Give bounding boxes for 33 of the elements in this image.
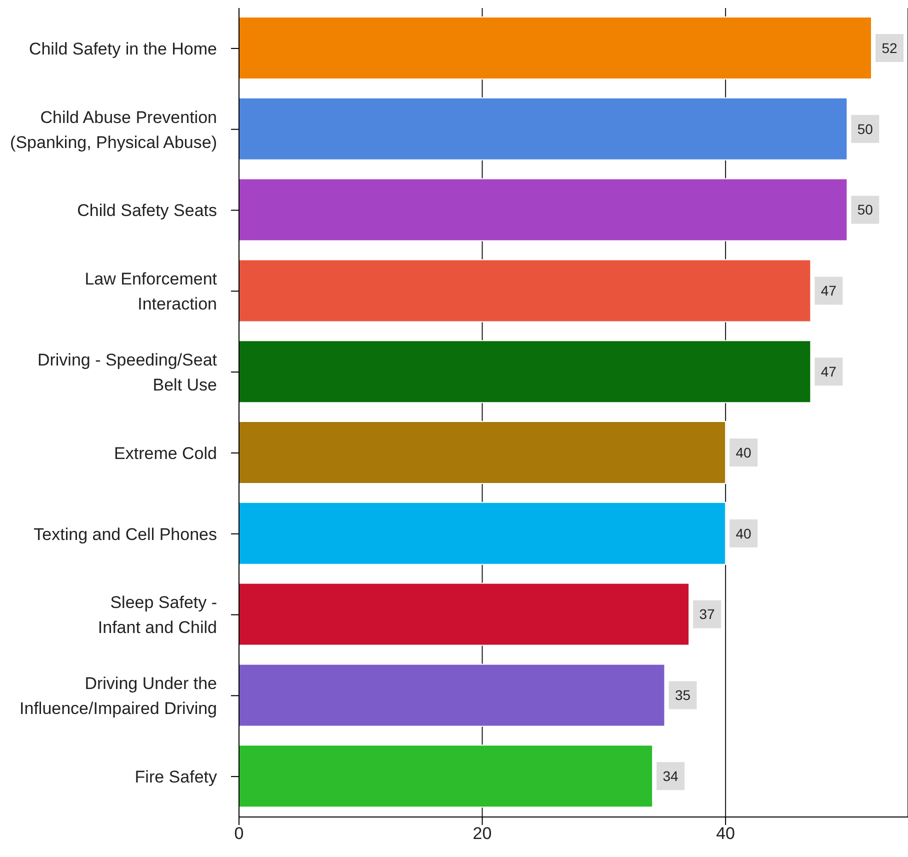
bar [239,421,726,484]
data-label: 47 [820,282,837,299]
bar [239,16,872,80]
y-tick-label: Fire Safety [134,768,218,786]
y-tick-label: Driving Under the Influence/Impaired Driving [20,674,217,718]
bar [239,582,690,646]
bar [239,502,726,565]
y-tick-label: Child Abuse Prevention (Spanking, Physical Abuse) [10,108,217,152]
y-tick-label: Law Enforcement Interaction [84,270,218,314]
y-tick-label: Child Safety in the Home [28,39,217,58]
data-label: 47 [820,364,837,380]
y-tick-label: Extreme Cold [114,444,217,463]
y-tick-label: Driving - Speeding/Seat Belt Use [37,350,218,394]
x-tick-label: 40 [716,824,736,844]
bar [239,178,848,242]
data-label: 40 [736,525,752,542]
y-tick-label: Sleep Safety - Infant and Child [98,593,217,638]
x-tick-label: 20 [472,824,492,844]
bar [239,259,812,322]
bar [239,664,666,727]
bar [239,744,654,808]
y-tick-label: Child Safety Seats [77,201,217,220]
data-label: 37 [699,606,716,622]
y-tick-label: Texting and Cell Phones [34,524,217,544]
data-label: 35 [674,687,691,704]
bar [239,340,812,404]
x-tick-label: 0 [234,824,244,844]
data-label: 40 [736,444,752,460]
bar [239,97,848,160]
data-label: 52 [882,40,898,56]
data-label: 34 [662,768,679,784]
data-label: 50 [857,120,874,137]
data-label: 50 [857,202,874,218]
